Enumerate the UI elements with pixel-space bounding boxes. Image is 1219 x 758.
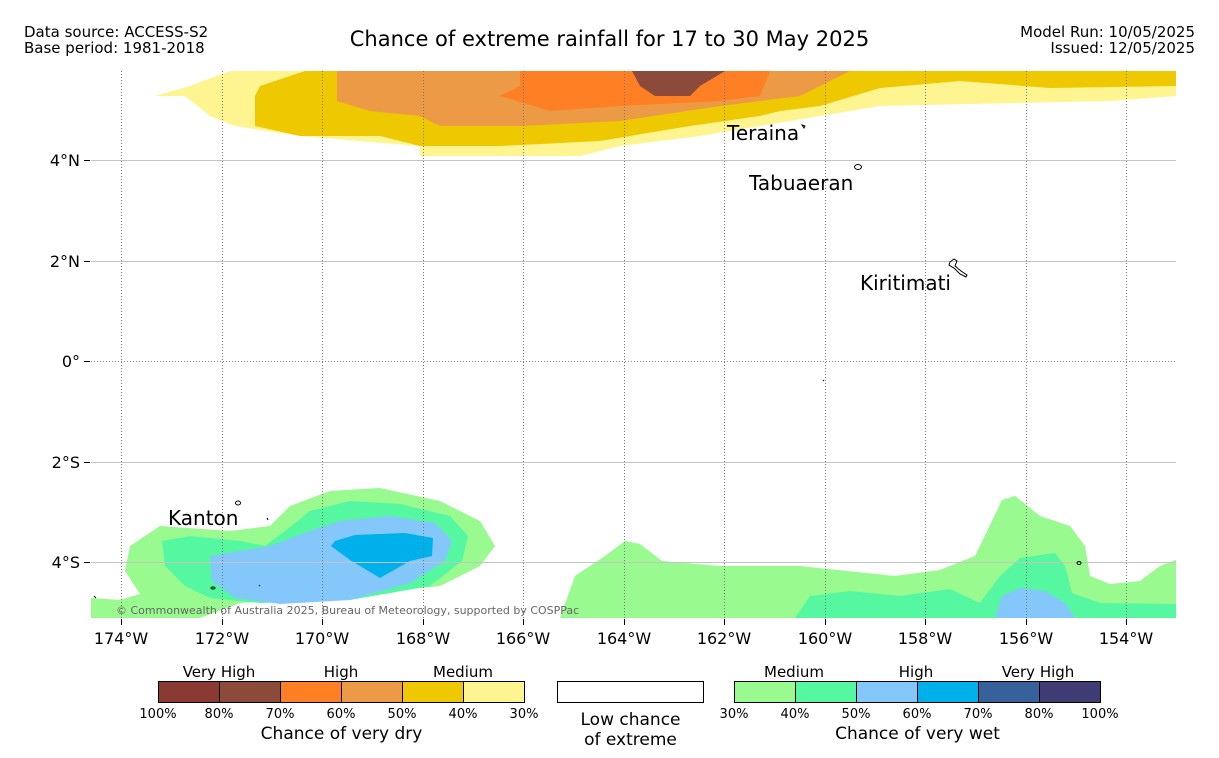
dry-pct-label: 30% — [509, 707, 539, 722]
low-chance-swatch — [557, 681, 704, 703]
lon-label-156w: 156°W — [999, 629, 1054, 648]
wet-swatch-2 — [796, 682, 857, 702]
small-island-5 — [1076, 561, 1082, 565]
wet-pct-label: 50% — [841, 707, 871, 722]
small-island-6 — [93, 595, 97, 599]
small-island-1 — [266, 517, 269, 521]
lon-label-154w: 154°W — [1099, 629, 1154, 648]
lon-label-162w: 162°W — [697, 629, 752, 648]
map-title: Chance of extreme rainfall for 17 to 30 … — [349, 27, 870, 51]
lon-label-172w: 172°W — [195, 629, 250, 648]
wet-pct-label: 30% — [719, 707, 749, 722]
wet-swatch-5 — [979, 682, 1040, 702]
low-chance-line1: Low chance — [580, 710, 681, 730]
place-label-kiritimati: Kiritimati — [860, 271, 951, 295]
wet-swatch-4 — [918, 682, 979, 702]
dry-swatch-2 — [220, 682, 281, 702]
copyright-notice: © Commonwealth of Australia 2025, Bureau… — [116, 604, 580, 617]
longitude-labels: 174°W 172°W 170°W 168°W 166°W 164°W 162°… — [94, 629, 1154, 648]
tabuaeran-island-outline — [854, 164, 862, 170]
dry-swatch-5 — [403, 682, 464, 702]
wet-pct-label: 70% — [963, 707, 993, 722]
place-label-kanton: Kanton — [168, 506, 238, 530]
small-island-2 — [210, 586, 216, 590]
wet-legend-title: Chance of very wet — [835, 724, 1000, 744]
dry-category-high: High — [323, 663, 359, 681]
wet-pct-label: 60% — [902, 707, 932, 722]
dry-pct-label: 80% — [204, 707, 234, 722]
dry-swatch-3 — [281, 682, 342, 702]
small-island-3 — [258, 584, 261, 587]
wet-40-region-east — [795, 553, 1176, 618]
issued-text: Issued: 12/05/2025 — [1050, 39, 1195, 57]
dry-pct-label: 70% — [265, 707, 295, 722]
place-label-teraina: Teraina — [726, 121, 799, 145]
lon-label-158w: 158°W — [898, 629, 953, 648]
lat-label-2s: 2°S — [52, 453, 80, 472]
place-label-tabuaeran: Tabuaeran — [748, 171, 853, 195]
dry-color-bar — [158, 681, 525, 703]
kanton-island-outline — [235, 500, 241, 506]
dry-swatch-4 — [342, 682, 403, 702]
wet-pct-label: 40% — [780, 707, 810, 722]
lat-label-0: 0° — [62, 352, 80, 371]
latitude-gridlines — [91, 160, 1176, 563]
header-run-info: Model Run: 10/05/2025 Issued: 12/05/2025 — [1020, 24, 1195, 56]
wet-swatch-1 — [735, 682, 796, 702]
wet-60-region-west — [331, 533, 433, 578]
dry-swatch-6 — [464, 682, 524, 702]
lon-label-160w: 160°W — [798, 629, 853, 648]
wet-pct-label: 100% — [1081, 707, 1119, 722]
dry-category-medium: Medium — [433, 663, 493, 681]
latitude-labels: 4°N 2°N 0° 2°S 4°S — [50, 151, 80, 572]
lon-label-168w: 168°W — [396, 629, 451, 648]
longitude-gridlines — [121, 71, 1127, 618]
island-outlines — [93, 124, 1082, 599]
header-source-info: Data source: ACCESS-S2 Base period: 1981… — [24, 24, 208, 56]
dry-70-region — [632, 71, 725, 96]
lat-label-4n: 4°N — [50, 151, 80, 170]
longitude-ticks — [121, 619, 1127, 625]
lat-label-2n: 2°N — [50, 252, 80, 271]
dry-pct-label: 50% — [387, 707, 417, 722]
rainfall-map: 4°N 2°N 0° 2°S 4°S 174°W 172°W 170°W 168… — [50, 71, 1176, 648]
lon-label-166w: 166°W — [496, 629, 551, 648]
wet-color-bar — [734, 681, 1101, 703]
dry-pct-label: 100% — [139, 707, 177, 722]
low-chance-line2: of extreme — [584, 730, 677, 750]
wet-category-very-high: Very High — [1001, 663, 1075, 681]
base-period-text: Base period: 1981-2018 — [24, 39, 205, 57]
lat-label-4s: 4°S — [52, 553, 80, 572]
low-chance-label: Low chance of extreme — [557, 710, 704, 750]
lon-label-164w: 164°W — [597, 629, 652, 648]
lon-label-174w: 174°W — [94, 629, 149, 648]
wet-pct-label: 80% — [1024, 707, 1054, 722]
rainfall-shading — [91, 71, 1176, 618]
wet-category-high: High — [898, 663, 934, 681]
latitude-ticks — [84, 160, 90, 563]
wet-swatch-6 — [1040, 682, 1100, 702]
dry-pct-label: 40% — [448, 707, 478, 722]
model-run-text: Model Run: 10/05/2025 — [1020, 23, 1195, 41]
dry-pct-label: 60% — [326, 707, 356, 722]
data-source-text: Data source: ACCESS-S2 — [24, 23, 209, 41]
dry-legend-title: Chance of very dry — [260, 724, 423, 744]
kiritimati-island-outline — [948, 258, 968, 278]
dry-swatch-1 — [159, 682, 220, 702]
wet-swatch-3 — [857, 682, 918, 702]
teraina-island-outline — [800, 124, 806, 129]
wet-50-region-east — [995, 588, 1075, 618]
small-island-4 — [822, 379, 825, 382]
dry-category-very-high: Very High — [182, 663, 256, 681]
place-labels: Teraina Tabuaeran Kiritimati Kanton — [168, 121, 951, 530]
lon-label-170w: 170°W — [295, 629, 350, 648]
wet-category-medium: Medium — [764, 663, 824, 681]
